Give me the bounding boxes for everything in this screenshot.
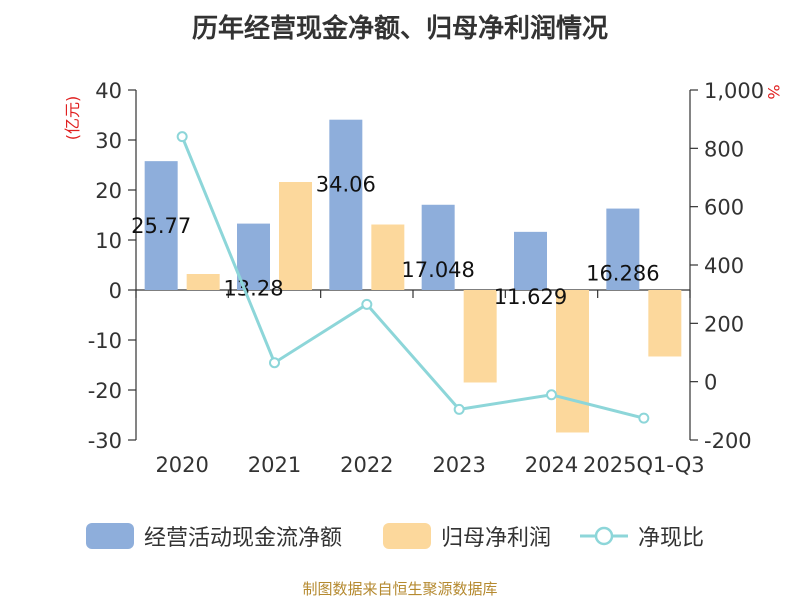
y-left-tick-label: 0	[109, 279, 122, 303]
y-left-tick-label: -10	[88, 329, 122, 353]
bar-netprofit	[556, 290, 589, 433]
bar-netprofit	[648, 290, 682, 357]
data-label-cashflow: 17.048	[401, 258, 474, 282]
y-right-tick-label: 1,000	[704, 79, 764, 103]
data-label-cashflow: 25.77	[131, 214, 191, 238]
y-right-tick-label: 200	[704, 312, 744, 336]
bar-cashflow	[514, 231, 547, 290]
x-tick-label: 2024	[525, 453, 578, 477]
y-right-tick-label: 800	[704, 137, 744, 161]
y-left-tick-label: 40	[95, 79, 122, 103]
y-right-tick-label: -200	[704, 429, 752, 453]
legend-label-cashflow: 经营活动现金流净额	[144, 526, 343, 551]
bar-netprofit	[463, 290, 497, 383]
bar-cashflow	[421, 204, 455, 290]
legend: 经营活动现金流净额 归母净利润 净现比	[0, 518, 800, 554]
bar-cashflow	[606, 208, 640, 290]
bar-netprofit	[371, 224, 405, 290]
legend-item-cashflow: 经营活动现金流净额	[86, 518, 342, 554]
ratio-point	[361, 298, 373, 310]
y-left-axis-label: (亿元)	[63, 96, 82, 141]
legend-item-netprofit: 归母净利润	[383, 518, 551, 554]
data-label-cashflow: 16.286	[586, 262, 659, 286]
bar-netprofit	[186, 274, 220, 290]
y-left-tick-label: -30	[88, 429, 122, 453]
x-tick-label: 2023	[432, 453, 485, 477]
y-left-tick-label: 10	[95, 229, 122, 253]
bar-cashflow	[144, 161, 178, 290]
x-tick-label: 2025Q1-Q3	[583, 453, 705, 477]
y-left-tick-label: 20	[95, 179, 122, 203]
y-left-tick-label: 30	[95, 129, 122, 153]
ratio-point	[453, 403, 465, 415]
legend-item-ratio: 净现比	[580, 518, 704, 554]
ratio-point	[269, 357, 280, 369]
y-right-tick-label: 400	[704, 254, 744, 278]
legend-swatch-netprofit	[383, 523, 431, 549]
y-right-tick-label: 600	[704, 196, 744, 220]
x-tick-label: 2020	[155, 453, 208, 477]
chart-title: 历年经营现金净额、归母净利润情况	[191, 14, 608, 44]
y-left-tick-label: -20	[88, 379, 122, 403]
data-label-cashflow: 34.06	[316, 173, 376, 197]
ratio-point	[546, 389, 557, 401]
bar-cashflow	[329, 119, 363, 290]
ratio-line	[180, 136, 645, 420]
legend-label-ratio: 净现比	[638, 526, 705, 551]
y-right-axis-label: %	[764, 84, 783, 99]
legend-swatch-cashflow	[86, 523, 134, 549]
legend-line-marker	[580, 526, 628, 546]
bar-netprofit	[279, 182, 312, 290]
bar-cashflow	[237, 223, 270, 290]
data-label-cashflow: 13.28	[223, 277, 283, 301]
data-label-cashflow: 11.629	[494, 285, 567, 309]
ratio-point	[638, 412, 650, 424]
ratio-point	[176, 131, 188, 143]
legend-label-netprofit: 归母净利润	[441, 526, 552, 551]
x-tick-label: 2021	[248, 453, 301, 477]
source-footer: 制图数据来自恒生聚源数据库	[302, 580, 498, 598]
chart-canvas: 40 30 20 10 0 -10 -20 -30 1,000 800 600 400 200 0 -200…	[63, 79, 783, 477]
x-tick-label: 2022	[340, 453, 393, 477]
y-right-tick-label: 0	[704, 371, 717, 395]
